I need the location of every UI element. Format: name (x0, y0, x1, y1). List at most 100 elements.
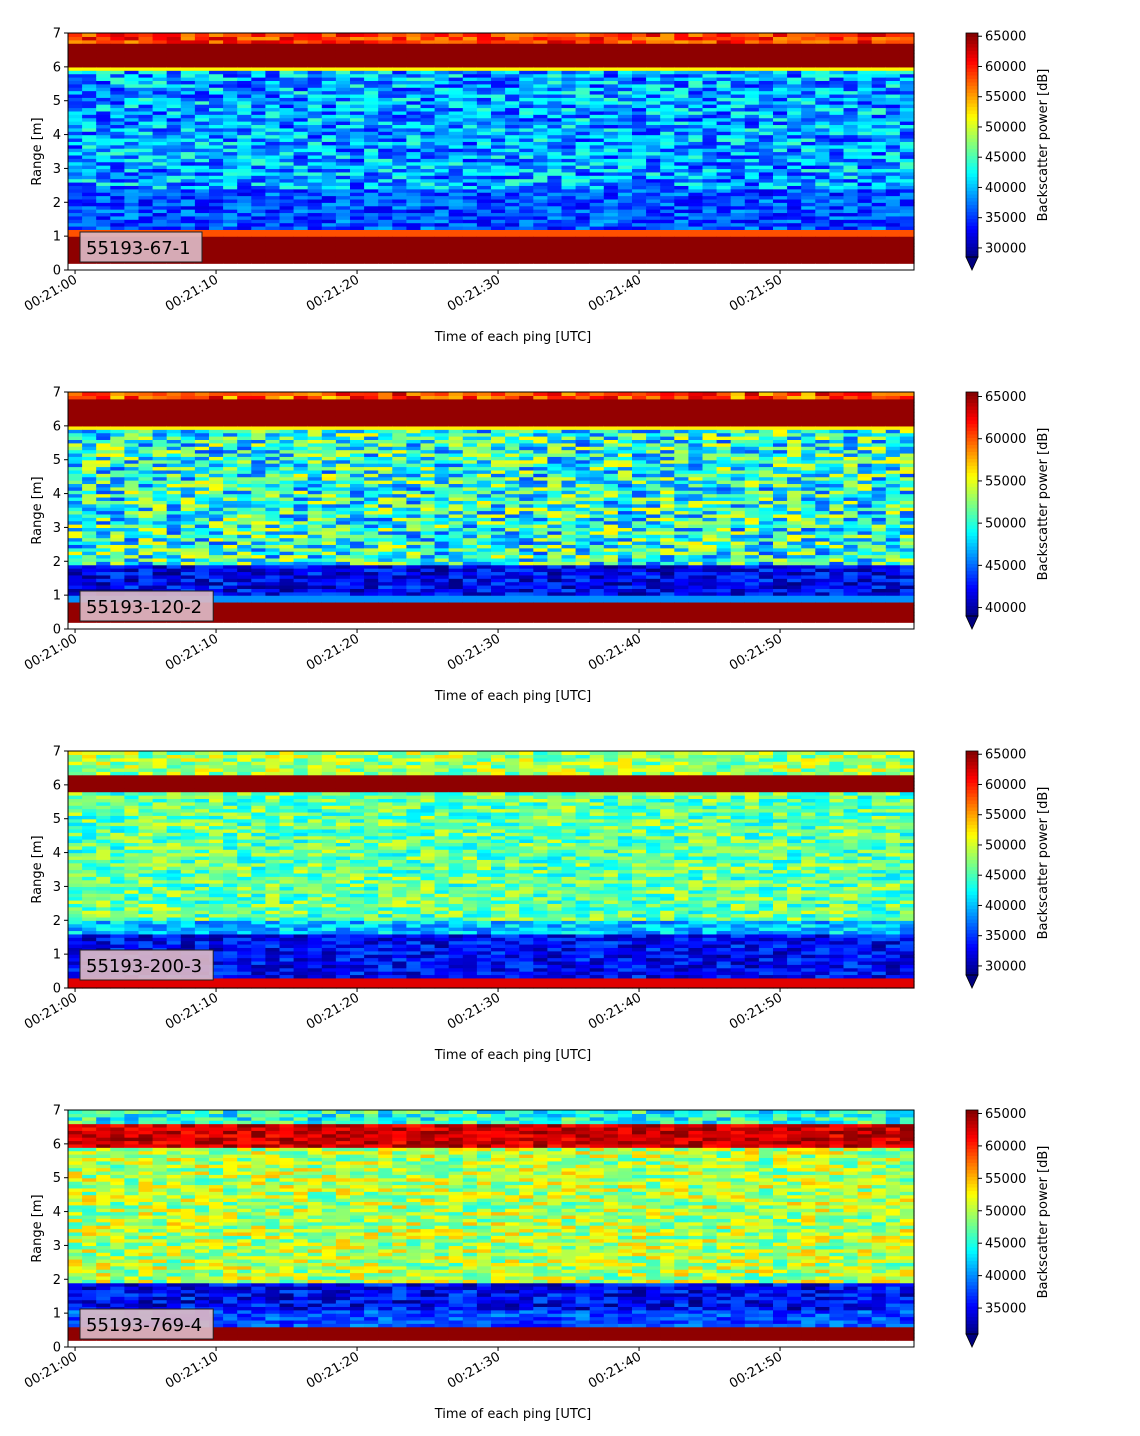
heatmap-cell (462, 141, 478, 146)
heatmap-cell (251, 222, 266, 227)
colorbar-swatch (966, 127, 978, 132)
heatmap-cell (251, 49, 266, 54)
heatmap-cell (335, 229, 351, 234)
heatmap-cell (420, 158, 436, 163)
heatmap-cell (335, 225, 351, 230)
heatmap-cell (152, 202, 168, 207)
heatmap-cell (293, 70, 309, 75)
heatmap-cell (392, 107, 407, 112)
heatmap-cell (448, 161, 464, 166)
heatmap-cell (138, 121, 154, 126)
heatmap-cell (166, 212, 182, 217)
heatmap-cell (491, 137, 506, 142)
heatmap-cell (251, 93, 266, 98)
heatmap-cell (209, 232, 224, 237)
heatmap-cell (561, 161, 577, 166)
heatmap-cell (491, 148, 506, 153)
heatmap-cell (223, 256, 238, 261)
heatmap-cell (223, 219, 238, 224)
heatmap-cell (434, 236, 450, 241)
heatmap-cell (110, 80, 125, 85)
heatmap-cell (180, 212, 196, 217)
heatmap-cell (209, 117, 224, 122)
heatmap-cell (152, 63, 168, 68)
heatmap-cell (152, 110, 168, 115)
heatmap-cell (209, 181, 224, 186)
heatmap-cell (448, 97, 464, 102)
heatmap-cell (293, 246, 309, 251)
heatmap-cell (223, 259, 238, 264)
heatmap-cell (335, 66, 351, 71)
heatmap-cell (180, 121, 196, 126)
heatmap-cell (392, 56, 407, 61)
heatmap-cell (166, 110, 182, 115)
heatmap-cell (378, 195, 393, 200)
heatmap-cell (321, 36, 337, 41)
heatmap-cell (533, 137, 548, 142)
heatmap-cell (321, 212, 337, 217)
heatmap-cell (124, 175, 140, 180)
heatmap-cell (378, 77, 393, 81)
heatmap-cell (209, 56, 224, 61)
heatmap-cell (279, 256, 295, 261)
heatmap-cell (350, 246, 365, 251)
heatmap-cell (505, 263, 520, 268)
heatmap-cell (434, 259, 450, 264)
heatmap-cell (406, 107, 422, 112)
heatmap-cell (307, 83, 323, 88)
heatmap-cell (279, 127, 295, 132)
heatmap-cell (335, 127, 351, 132)
heatmap-cell (82, 209, 97, 214)
heatmap-cell (420, 49, 436, 54)
heatmap-cell (350, 151, 365, 156)
heatmap-cell (307, 209, 323, 214)
heatmap-cell (505, 63, 520, 68)
heatmap-cell (575, 124, 591, 129)
heatmap-cell (209, 73, 224, 78)
heatmap-cell (251, 104, 266, 109)
heatmap-cell (223, 100, 238, 105)
heatmap-cell (265, 127, 281, 132)
heatmap-cell (209, 168, 224, 173)
heatmap-cell (82, 202, 97, 207)
heatmap-cell (68, 114, 83, 119)
heatmap-cell (124, 66, 140, 71)
heatmap-cell (448, 83, 464, 88)
heatmap-cell (575, 73, 591, 78)
heatmap-cell (364, 225, 379, 230)
heatmap-cell (364, 192, 379, 197)
heatmap-cell (448, 66, 464, 71)
heatmap-cell (350, 97, 365, 102)
heatmap-cell (448, 215, 464, 220)
heatmap-cell (364, 161, 379, 166)
heatmap-cell (180, 43, 196, 48)
heatmap-cell (561, 33, 577, 37)
heatmap-cell (265, 90, 281, 95)
heatmap-cell (335, 141, 351, 146)
heatmap-cell (350, 229, 365, 234)
heatmap-cell (110, 165, 125, 170)
heatmap-cell (307, 33, 323, 37)
heatmap-cell (110, 73, 125, 78)
heatmap-cell (307, 117, 323, 122)
heatmap-cell (209, 171, 224, 176)
heatmap-cell (575, 202, 591, 207)
heatmap-cell (378, 131, 393, 136)
colorbar-swatch (966, 85, 978, 90)
heatmap-cell (519, 56, 534, 61)
heatmap-cell (505, 39, 520, 44)
heatmap-cell (251, 198, 266, 203)
heatmap-cell (378, 165, 393, 170)
heatmap-cell (406, 73, 422, 78)
heatmap-cell (152, 36, 168, 41)
heatmap-cell (462, 43, 478, 48)
heatmap-cell (406, 97, 422, 102)
heatmap-cell (561, 60, 577, 65)
heatmap-cell (476, 46, 492, 51)
heatmap-cell (251, 46, 266, 51)
heatmap-cell (237, 121, 252, 126)
heatmap-cell (350, 168, 365, 173)
heatmap-cell (448, 165, 464, 170)
heatmap-cell (406, 171, 422, 176)
heatmap-cell (406, 242, 422, 247)
